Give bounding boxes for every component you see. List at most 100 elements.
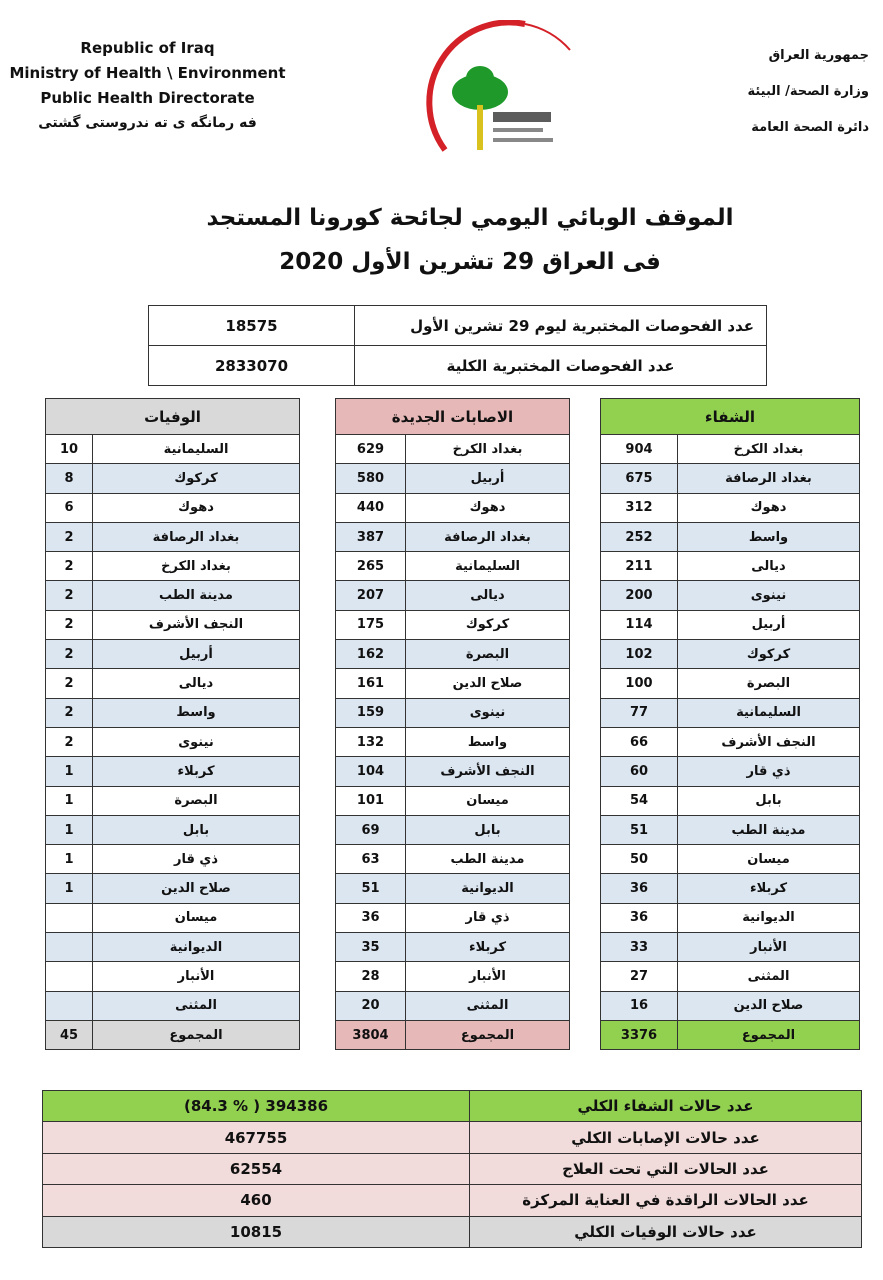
- table-row: الديوانية 51: [335, 873, 570, 904]
- label: عدد الفحوصات المختبرية الكلية: [354, 345, 767, 386]
- count: 675: [600, 463, 678, 494]
- count: 8: [45, 463, 93, 494]
- governorate: ذي قار: [405, 902, 570, 934]
- table-row: أربيل 580: [335, 463, 570, 494]
- count: 159: [335, 697, 406, 728]
- count: 63: [335, 844, 406, 875]
- count: 2: [45, 668, 93, 699]
- table-row: أربيل 114: [600, 609, 860, 641]
- table-row: ميسان 50: [600, 844, 860, 875]
- count: 10: [45, 433, 93, 465]
- count: 2: [45, 697, 93, 728]
- governorate: الأنبار: [92, 961, 300, 992]
- table-row: ميسان 101: [335, 785, 570, 816]
- table-row: الأنبار: [45, 961, 300, 992]
- summary-row: عدد الحالات التي تحت العلاج 62554: [42, 1152, 862, 1186]
- table-header: الاصابات الجديدة: [335, 398, 570, 435]
- governorate: صلاح الدين: [405, 668, 570, 699]
- table-row: ذي قار 36: [335, 902, 570, 934]
- table-row: أربيل 2: [45, 639, 300, 670]
- table-row: واسط 2: [45, 697, 300, 728]
- table-row: البصرة 1: [45, 785, 300, 816]
- governorate: الديوانية: [677, 902, 860, 934]
- governorate: بابل: [92, 814, 300, 846]
- table-row: البصرة 100: [600, 668, 860, 699]
- summary-value: 10815: [42, 1215, 470, 1248]
- table-row: كركوك 102: [600, 639, 860, 670]
- count: 252: [600, 521, 678, 553]
- table-row: نينوى 200: [600, 580, 860, 611]
- table-row: ذي قار 60: [600, 756, 860, 787]
- table-row: دهوك 440: [335, 492, 570, 523]
- governorate: نينوى: [677, 580, 860, 611]
- table-row: المثنى: [45, 990, 300, 1021]
- table-row: السليمانية 77: [600, 697, 860, 728]
- table-title: الوفيات: [45, 398, 300, 435]
- table-row: نينوى 2: [45, 726, 300, 758]
- count: 35: [335, 932, 406, 963]
- table-row: السليمانية 10: [45, 433, 300, 465]
- table-row: ديالى 207: [335, 580, 570, 611]
- governorate: النجف الأشرف: [92, 609, 300, 641]
- governorate: كركوك: [677, 639, 860, 670]
- count: 162: [335, 639, 406, 670]
- governorate: مدينة الطب: [405, 844, 570, 875]
- header-english: Republic of Iraq Ministry of Health \ En…: [0, 36, 295, 136]
- table-row: ديالى 2: [45, 668, 300, 699]
- table-row: واسط 132: [335, 726, 570, 758]
- summary-value: 460: [42, 1184, 470, 1217]
- total-value: 3376: [600, 1019, 678, 1051]
- governorate: دهوك: [405, 492, 570, 523]
- summary-row: عدد حالات الشفاء الكلي (84.3 % ) 394386: [42, 1089, 862, 1123]
- tests-row-total: عدد الفحوصات المختبرية الكلية 2833070: [148, 345, 767, 386]
- table-row: بغداد الكرخ 2: [45, 551, 300, 582]
- en-line: Republic of Iraq: [80, 39, 215, 57]
- count: 175: [335, 609, 406, 641]
- governorate: بغداد الكرخ: [405, 433, 570, 465]
- ar-line: وزارة الصحة/ البيئة: [747, 84, 869, 99]
- count: 629: [335, 433, 406, 465]
- tests-row-daily: عدد الفحوصات المختبرية ليوم 29 تشرين الأ…: [148, 305, 767, 346]
- table-row: البصرة 162: [335, 639, 570, 670]
- table-row: صلاح الدين 161: [335, 668, 570, 699]
- table-row: كركوك 8: [45, 463, 300, 494]
- governorate: البصرة: [677, 668, 860, 699]
- table-row: الديوانية: [45, 932, 300, 963]
- count: 28: [335, 961, 406, 992]
- total-row: المجموع 45: [45, 1019, 300, 1051]
- table-row: بغداد الرصافة 675: [600, 463, 860, 494]
- count: 20: [335, 990, 406, 1021]
- ar-line: جمهورية العراق: [768, 48, 869, 63]
- summary-row: عدد الحالات الراقدة في العناية المركزة 46…: [42, 1184, 862, 1217]
- summary-value: (84.3 % ) 394386: [42, 1089, 470, 1123]
- new-cases-table: الاصابات الجديدة بغداد الكرخ 629 أربيل 580 ده…: [335, 398, 570, 1051]
- summary-table: عدد حالات الشفاء الكلي (84.3 % ) 394386 عد…: [42, 1089, 862, 1248]
- governorate: كربلاء: [92, 756, 300, 787]
- count: 60: [600, 756, 678, 787]
- ar-line: دائرة الصحة العامة: [751, 120, 869, 135]
- count: 69: [335, 814, 406, 846]
- table-row: النجف الأشرف 104: [335, 756, 570, 787]
- governorate: ديالى: [405, 580, 570, 611]
- governorate: مدينة الطب: [92, 580, 300, 611]
- governorate: كركوك: [92, 463, 300, 494]
- total-row: المجموع 3804: [335, 1019, 570, 1051]
- summary-label: عدد حالات الوفيات الكلي: [469, 1215, 862, 1248]
- table-row: ديالى 211: [600, 551, 860, 582]
- table-row: مدينة الطب 51: [600, 814, 860, 846]
- count: [45, 990, 93, 1021]
- summary-value: 62554: [42, 1152, 470, 1186]
- summary-label: عدد الحالات التي تحت العلاج: [469, 1152, 862, 1186]
- governorate: السليمانية: [677, 697, 860, 728]
- summary-row: عدد حالات الإصابات الكلي 467755: [42, 1121, 862, 1154]
- table-row: بغداد الكرخ 629: [335, 433, 570, 465]
- count: 51: [600, 814, 678, 846]
- governorate: ديالى: [677, 551, 860, 582]
- governorate: كركوك: [405, 609, 570, 641]
- page-title: الموقف الوبائي اليومي لجائحة كورونا المس…: [200, 196, 740, 284]
- governorate: بغداد الكرخ: [677, 433, 860, 465]
- governorate: ميسان: [677, 844, 860, 875]
- governorate: بابل: [405, 814, 570, 846]
- table-row: مدينة الطب 63: [335, 844, 570, 875]
- total-value: 3804: [335, 1019, 406, 1051]
